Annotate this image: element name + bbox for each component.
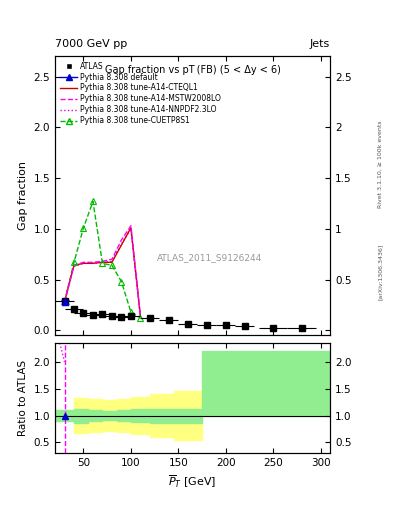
Pythia 8.308 tune-A14-CTEQL1 <box>72 262 76 268</box>
Pythia 8.308 tune-A14-MSTW2008LO <box>110 256 114 262</box>
Text: 7000 GeV pp: 7000 GeV pp <box>55 38 127 49</box>
Line: Pythia 8.308 tune-CUETP8S1: Pythia 8.308 tune-CUETP8S1 <box>64 201 140 318</box>
Pythia 8.308 tune-A14-NNPDF2.3LO <box>129 226 133 232</box>
Pythia 8.308 tune-CUETP8S1 <box>110 262 114 268</box>
Pythia 8.308 tune-A14-NNPDF2.3LO <box>138 313 143 319</box>
Pythia 8.308 tune-A14-NNPDF2.3LO <box>62 299 67 305</box>
Pythia 8.308 tune-CUETP8S1 <box>129 309 133 315</box>
Pythia 8.308 tune-A14-MSTW2008LO <box>119 237 124 243</box>
Pythia 8.308 tune-A14-NNPDF2.3LO <box>100 259 105 265</box>
Pythia 8.308 tune-A14-MSTW2008LO <box>138 313 143 319</box>
Text: Jets: Jets <box>310 38 330 49</box>
Line: Pythia 8.308 tune-A14-MSTW2008LO: Pythia 8.308 tune-A14-MSTW2008LO <box>64 226 140 316</box>
Pythia 8.308 tune-A14-CTEQL1 <box>119 242 124 248</box>
Pythia 8.308 tune-A14-CTEQL1 <box>100 259 105 265</box>
Text: [arXiv:1306.3436]: [arXiv:1306.3436] <box>378 243 383 300</box>
Pythia 8.308 tune-A14-MSTW2008LO <box>91 259 95 265</box>
Text: ATLAS_2011_S9126244: ATLAS_2011_S9126244 <box>156 253 262 262</box>
Pythia 8.308 tune-CUETP8S1 <box>62 299 67 305</box>
Pythia 8.308 tune-A14-CTEQL1 <box>138 313 143 319</box>
Pythia 8.308 tune-A14-NNPDF2.3LO <box>72 263 76 269</box>
Pythia 8.308 tune-A14-CTEQL1 <box>91 260 95 266</box>
Pythia 8.308 tune-A14-MSTW2008LO <box>72 262 76 268</box>
Pythia 8.308 tune-CUETP8S1 <box>81 225 86 231</box>
Line: Pythia 8.308 tune-A14-CTEQL1: Pythia 8.308 tune-A14-CTEQL1 <box>64 228 140 316</box>
X-axis label: $\overline{P}_T$ [GeV]: $\overline{P}_T$ [GeV] <box>169 474 217 490</box>
Text: Gap fraction vs pT (FB) (5 < Δy < 6): Gap fraction vs pT (FB) (5 < Δy < 6) <box>105 65 281 75</box>
Pythia 8.308 tune-CUETP8S1 <box>72 259 76 265</box>
Pythia 8.308 tune-A14-MSTW2008LO <box>62 299 67 305</box>
Pythia 8.308 tune-A14-CTEQL1 <box>62 299 67 305</box>
Pythia 8.308 tune-A14-NNPDF2.3LO <box>91 260 95 266</box>
Pythia 8.308 tune-A14-NNPDF2.3LO <box>81 260 86 266</box>
Pythia 8.308 tune-CUETP8S1 <box>119 279 124 285</box>
Legend: ATLAS, Pythia 8.308 default, Pythia 8.308 tune-A14-CTEQL1, Pythia 8.308 tune-A14: ATLAS, Pythia 8.308 default, Pythia 8.30… <box>59 60 222 127</box>
Pythia 8.308 tune-A14-CTEQL1 <box>129 225 133 231</box>
Pythia 8.308 tune-A14-MSTW2008LO <box>81 259 86 265</box>
Line: Pythia 8.308 tune-A14-NNPDF2.3LO: Pythia 8.308 tune-A14-NNPDF2.3LO <box>64 229 140 316</box>
Y-axis label: Ratio to ATLAS: Ratio to ATLAS <box>18 360 28 436</box>
Pythia 8.308 tune-A14-CTEQL1 <box>81 260 86 266</box>
Text: Rivet 3.1.10, ≥ 100k events: Rivet 3.1.10, ≥ 100k events <box>378 120 383 208</box>
Pythia 8.308 tune-A14-CTEQL1 <box>110 259 114 265</box>
Pythia 8.308 tune-A14-NNPDF2.3LO <box>110 258 114 264</box>
Pythia 8.308 tune-A14-NNPDF2.3LO <box>119 241 124 247</box>
Pythia 8.308 tune-A14-MSTW2008LO <box>129 223 133 229</box>
Pythia 8.308 tune-A14-MSTW2008LO <box>100 258 105 264</box>
Pythia 8.308 tune-CUETP8S1 <box>91 198 95 204</box>
Pythia 8.308 tune-CUETP8S1 <box>100 260 105 266</box>
Pythia 8.308 tune-CUETP8S1 <box>138 315 143 321</box>
Y-axis label: Gap fraction: Gap fraction <box>18 161 28 230</box>
